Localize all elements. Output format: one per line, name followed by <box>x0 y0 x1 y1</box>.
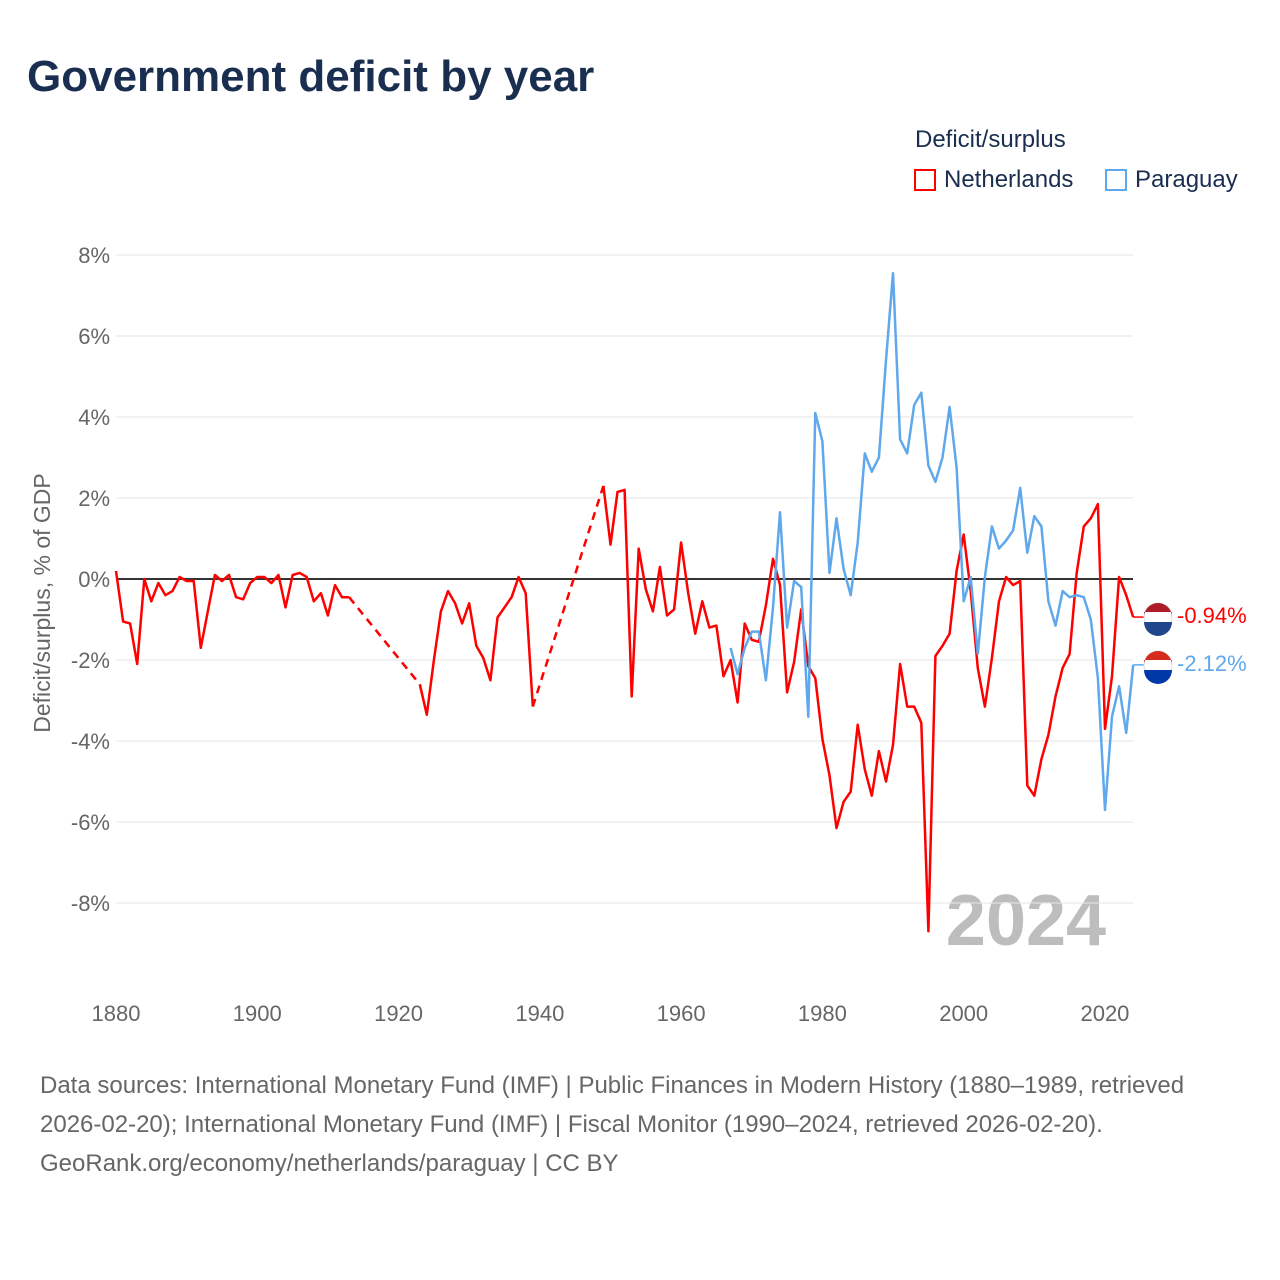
legend-swatch <box>914 169 936 191</box>
y-tick-label: -6% <box>71 810 110 835</box>
legend-label: Netherlands <box>944 166 1074 193</box>
data-sources: Data sources: International Monetary Fun… <box>40 1072 1185 1138</box>
y-tick-label: 2% <box>78 486 110 511</box>
legend-swatch <box>1105 169 1127 191</box>
year-watermark: 2024 <box>946 881 1106 961</box>
series-gap-netherlands <box>348 596 421 686</box>
x-tick-label: 1940 <box>515 1001 564 1026</box>
series-gap-netherlands <box>531 485 605 707</box>
y-tick-label: -2% <box>71 648 110 673</box>
x-tick-label: 1900 <box>233 1001 282 1026</box>
legend-title: Deficit/surplus <box>915 126 1066 153</box>
x-tick-label: 2020 <box>1080 1001 1129 1026</box>
legend-item-paraguay[interactable]: Paraguay <box>1105 166 1238 194</box>
footer: Data sources: International Monetary Fun… <box>40 1066 1240 1183</box>
end-marker-paraguay: -2.12% <box>1143 650 1247 684</box>
y-axis-label: Deficit/surplus, % of GDP <box>29 473 55 732</box>
end-label-netherlands: -0.94% <box>1177 603 1247 628</box>
y-tick-label: 0% <box>78 567 110 592</box>
end-label-paraguay: -2.12% <box>1177 651 1247 676</box>
series-line-netherlands <box>418 575 535 716</box>
x-tick-label: 1920 <box>374 1001 423 1026</box>
y-tick-label: -4% <box>71 729 110 754</box>
series-line-paraguay <box>729 271 1135 812</box>
x-tick-label: 1960 <box>657 1001 706 1026</box>
page-title: Government deficit by year <box>27 52 595 101</box>
series-line-netherlands <box>602 485 1135 933</box>
x-tick-label: 1880 <box>92 1001 141 1026</box>
paraguay-flag-icon <box>1144 651 1172 665</box>
y-tick-label: 6% <box>78 324 110 349</box>
x-tick-label: 2000 <box>939 1001 988 1026</box>
y-tick-label: 4% <box>78 405 110 430</box>
x-tick-label: 1980 <box>798 1001 847 1026</box>
y-tick-label: -8% <box>71 891 110 916</box>
end-marker-netherlands: -0.94% <box>1143 602 1247 636</box>
series-line-netherlands <box>114 570 350 666</box>
legend-item-netherlands[interactable]: Netherlands <box>914 166 1073 194</box>
source-link[interactable]: GeoRank.org/economy/netherlands/paraguay… <box>40 1150 619 1177</box>
y-tick-label: 8% <box>78 243 110 268</box>
legend-label: Paraguay <box>1135 166 1238 193</box>
netherlands-flag-icon <box>1144 603 1172 617</box>
